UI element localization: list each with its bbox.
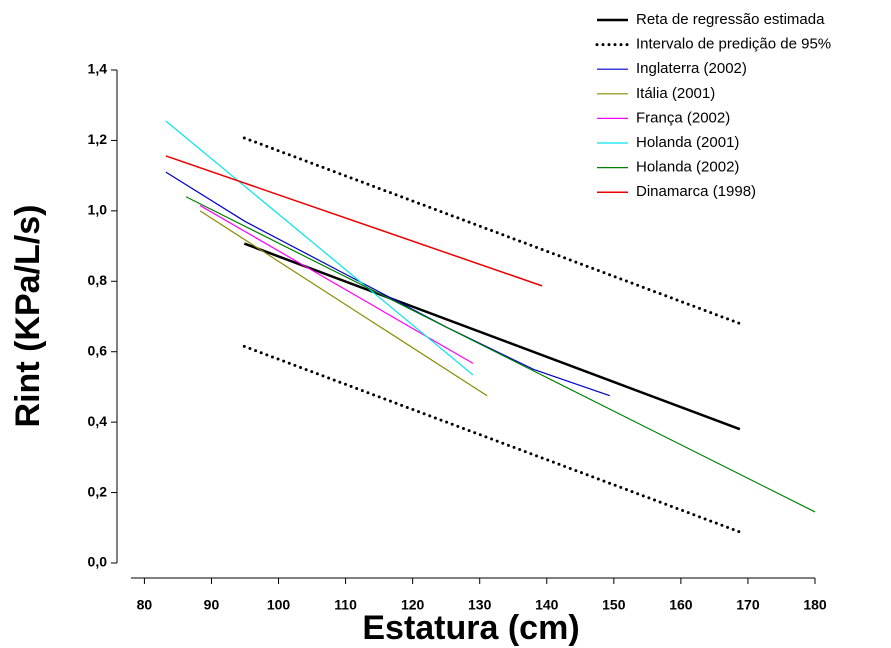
series-line — [242, 136, 742, 534]
y-axis-title: Rint (KPa/L/s) — [9, 205, 47, 428]
x-tick-label: 120 — [401, 597, 425, 613]
y-tick-label: 1,4 — [88, 61, 108, 77]
series-line — [165, 155, 543, 287]
x-axis-title: Estatura (cm) — [362, 609, 579, 647]
series-line — [165, 171, 610, 397]
legend-label: Holanda (2001) — [636, 134, 739, 151]
legend-label: França (2002) — [636, 109, 730, 126]
series-line — [199, 210, 488, 397]
x-tick-label: 170 — [736, 597, 760, 613]
y-tick-label: 1,2 — [88, 131, 108, 147]
series-line — [243, 242, 741, 431]
x-tick-label: 150 — [602, 597, 626, 613]
legend-label: Holanda (2002) — [636, 159, 739, 176]
legend-label: Inglaterra (2002) — [636, 60, 747, 77]
y-tick-label: 0,4 — [88, 413, 108, 429]
series-line — [199, 205, 474, 364]
x-tick-label: 110 — [334, 597, 357, 613]
y-tick-label: 0,6 — [88, 342, 108, 358]
x-tick-label: 140 — [535, 597, 559, 613]
x-tick-label: 80 — [137, 597, 153, 613]
series-line — [165, 120, 474, 376]
x-tick-label: 160 — [669, 597, 693, 613]
y-tick-label: 0,0 — [88, 554, 108, 570]
x-tick-label: 130 — [468, 597, 492, 613]
x-tick-label: 100 — [267, 597, 291, 613]
legend-label: Itália (2001) — [636, 85, 715, 102]
legend-label: Reta de regressão estimada — [636, 11, 825, 28]
x-tick-label: 180 — [803, 597, 827, 613]
y-tick-label: 0,8 — [88, 272, 108, 288]
x-tick-label: 90 — [204, 597, 220, 613]
legend-label: Intervalo de predição de 95% — [636, 36, 831, 53]
y-tick-label: 0,2 — [88, 483, 108, 499]
y-tick-label: 1,0 — [88, 202, 108, 218]
legend-label: Dinamarca (1998) — [636, 183, 756, 200]
series-line — [185, 196, 816, 513]
